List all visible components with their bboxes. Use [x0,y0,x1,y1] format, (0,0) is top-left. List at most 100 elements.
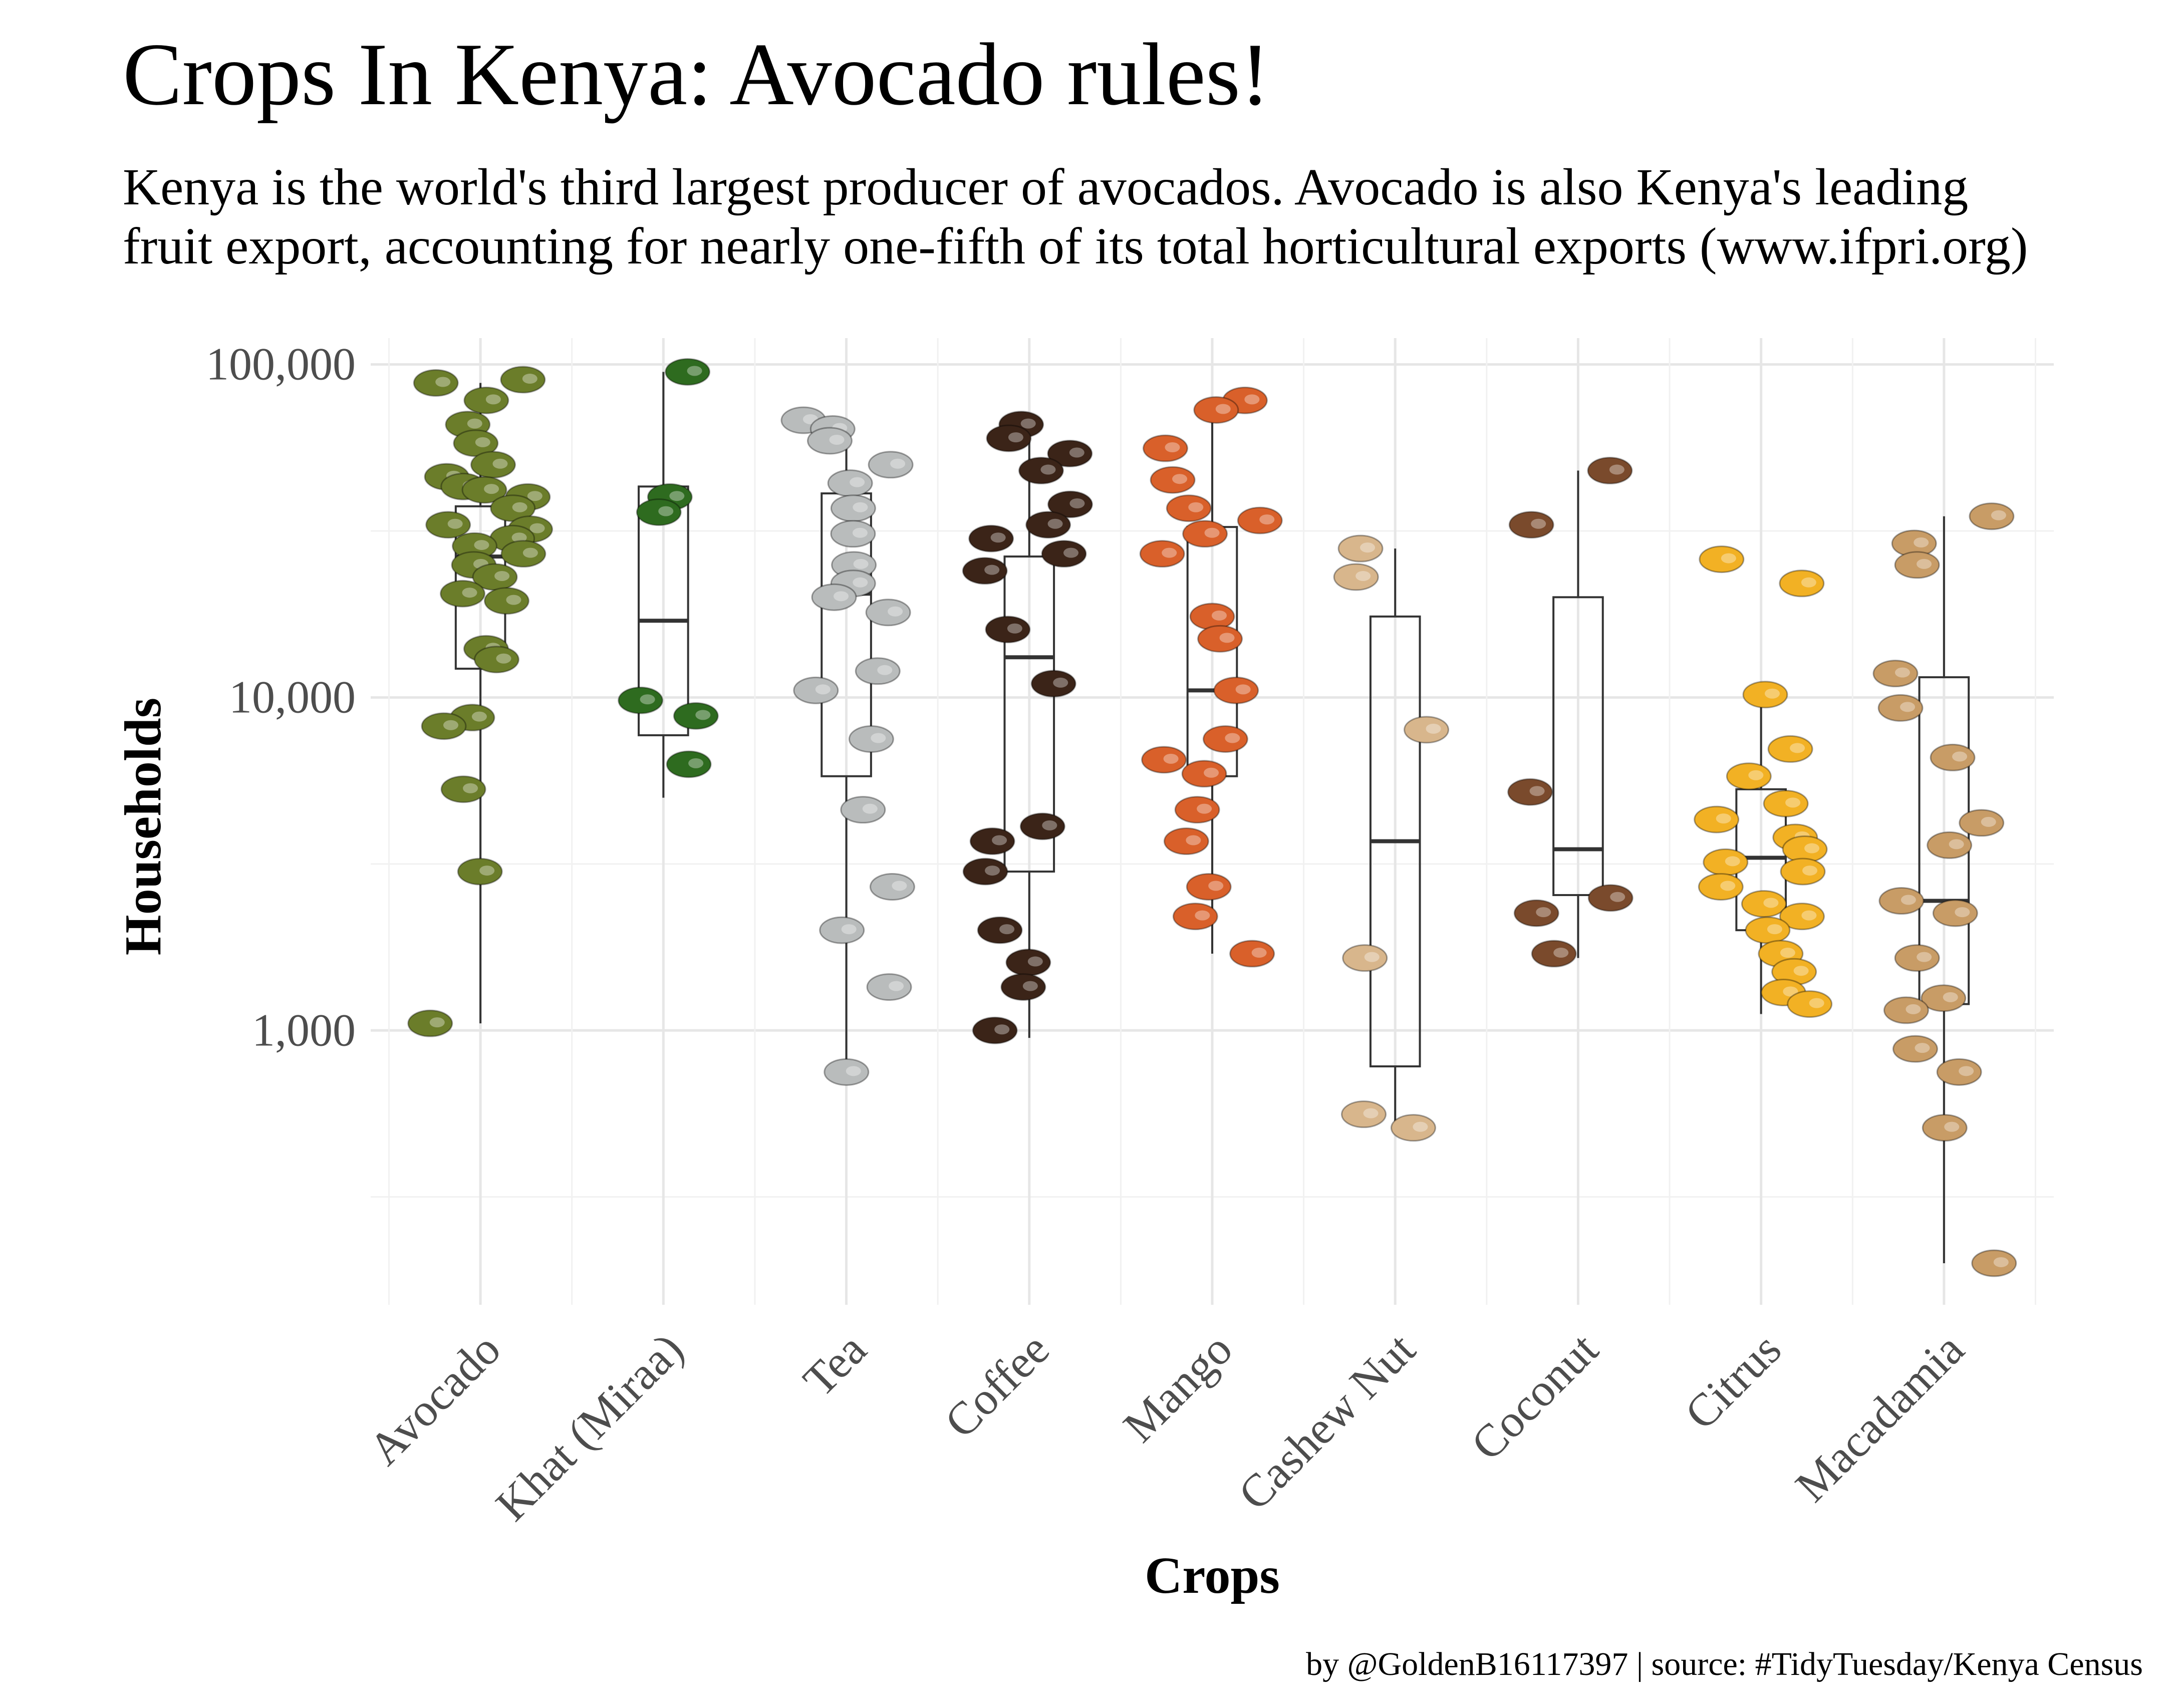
data-point-highlight [1188,502,1204,512]
chart-subtitle: Kenya is the world's third largest produ… [123,158,2028,276]
data-point-body [1342,944,1388,972]
data-point-highlight [1790,743,1805,753]
data-point-highlight [1906,1004,1921,1014]
data-point-highlight [1529,786,1545,796]
data-point-body [968,524,1014,552]
data-point-body [1041,540,1087,568]
data-point-highlight [1186,835,1201,845]
data-point-body [1922,1114,1968,1142]
data-point-body [855,657,901,685]
data-point-highlight [1944,1121,1960,1132]
data-point-highlight [1801,910,1817,921]
data-point-body [666,750,712,778]
data-point [1892,1035,1938,1063]
data-point-highlight [1204,527,1220,538]
data-point-highlight [1914,537,1929,548]
x-axis-title: Crops [1145,1547,1280,1604]
data-point-highlight [1993,1257,2009,1267]
data-point-body [1019,812,1065,840]
data-point-highlight [1208,881,1224,891]
data-point-body [985,616,1031,644]
data-point-body [1780,858,1826,886]
data-point-body [1172,903,1218,931]
data-point [1694,805,1740,833]
data-point-highlight [1020,418,1036,429]
data-point-body [1698,873,1744,901]
data-point-body [986,424,1032,452]
y-axis-title: Households [114,698,172,955]
data-point [962,858,1008,886]
data-point-body [1930,743,1976,771]
data-point [1163,827,1209,856]
data-point-body [1186,873,1232,901]
data-point [1878,887,1925,915]
data-point [1894,551,1940,579]
data-point-highlight [522,374,537,384]
data-point-highlight [1917,558,1932,569]
data-point-body [824,1058,870,1086]
data-point [1763,789,1809,817]
data-point [1699,545,1745,574]
data-point-highlight [984,564,1000,575]
data-point-highlight [1047,518,1063,529]
data-point-highlight [1725,856,1740,867]
data-point [1508,511,1554,539]
data-point [413,369,459,397]
data-point-highlight [992,835,1007,845]
data-point-highlight [853,577,868,588]
data-point [977,916,1023,944]
data-point [461,476,507,504]
data-point [1141,746,1187,774]
data-point-body [500,366,546,394]
data-point [1741,890,1787,918]
data-point [666,750,712,778]
data-point [1745,916,1791,944]
data-point [618,686,664,714]
data-point-highlight [889,981,904,991]
data-point-highlight [841,924,857,935]
x-tick-label: Coffee [935,1323,1059,1448]
x-tick-label: Tea [793,1323,876,1406]
data-point-body [1142,434,1188,462]
data-point [1587,457,1633,485]
data-point-highlight [1204,767,1219,778]
data-point [1000,973,1046,1001]
data-point-highlight [687,366,702,376]
data-point-body [848,725,894,753]
data-point [453,429,499,457]
data-point-body [1404,716,1450,744]
data-point [1698,873,1744,901]
data-point-highlight [471,711,487,722]
data-point-body [972,1016,1018,1044]
data-point-highlight [1063,547,1078,558]
data-point-body [1025,511,1071,539]
data-point [1189,603,1235,631]
data-point [440,580,486,608]
data-point [1018,457,1064,485]
data-point [1726,762,1772,790]
data-point [451,532,497,560]
data-point-highlight [447,518,463,529]
data-point-body [1202,725,1248,753]
data-point [840,796,886,824]
data-point [1932,899,1978,927]
data-point-highlight [1952,751,1968,762]
data-point-body [473,646,519,674]
data-point-highlight [1764,688,1780,699]
data-point-body [1779,570,1825,598]
data-point-highlight [1215,404,1231,414]
data-point [1894,944,1940,972]
data-points [407,358,2017,1277]
data-point-body [1877,694,1924,722]
box [1552,596,1604,896]
data-point-body [1694,805,1740,833]
data-point-body [1936,1058,1982,1086]
data-point [1767,735,1813,763]
data-point-highlight [475,437,490,447]
data-point-body [470,451,516,479]
data-point-body [1883,996,1929,1024]
data-point [848,725,894,753]
data-point-body [1699,545,1745,574]
boxplot [1369,548,1421,1131]
data-point-body [1767,735,1813,763]
